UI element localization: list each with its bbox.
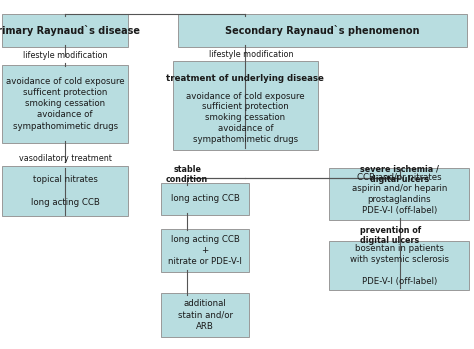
Text: severe ischemia /
digital ulcers: severe ischemia / digital ulcers xyxy=(360,165,439,184)
FancyBboxPatch shape xyxy=(329,168,469,220)
Text: bosentan in patients
with systemic sclerosis

PDE-V-I (off-label): bosentan in patients with systemic scler… xyxy=(350,244,449,287)
Text: treatment of underlying disease: treatment of underlying disease xyxy=(166,74,324,83)
FancyBboxPatch shape xyxy=(161,293,249,337)
Text: Secondary Raynaud`s phenomenon: Secondary Raynaud`s phenomenon xyxy=(225,25,419,36)
Text: lifestyle modification: lifestyle modification xyxy=(209,50,293,59)
Text: vasodilatory treatment: vasodilatory treatment xyxy=(19,154,112,163)
FancyBboxPatch shape xyxy=(161,229,249,272)
Text: long acting CCB: long acting CCB xyxy=(171,194,239,203)
FancyBboxPatch shape xyxy=(2,65,128,143)
Text: avoidance of cold exposure
sufficient protection
smoking cessation
avoidance of
: avoidance of cold exposure sufficient pr… xyxy=(186,91,305,143)
FancyBboxPatch shape xyxy=(161,183,249,215)
FancyBboxPatch shape xyxy=(329,241,469,290)
FancyBboxPatch shape xyxy=(2,166,128,216)
Text: additional
statin and/or
ARB: additional statin and/or ARB xyxy=(177,299,233,331)
Text: lifestyle modification: lifestyle modification xyxy=(23,51,108,60)
Text: CCB and/or nitrates
aspirin and/or heparin
prostaglandins
PDE-V-I (off-label): CCB and/or nitrates aspirin and/or hepar… xyxy=(352,172,447,215)
Text: topical nitrates

long acting CCB: topical nitrates long acting CCB xyxy=(31,176,100,207)
Text: Primary Raynaud`s disease: Primary Raynaud`s disease xyxy=(0,25,140,36)
Text: avoidance of cold exposure
sufficent protection
smoking cessation
avoidance of
s: avoidance of cold exposure sufficent pro… xyxy=(6,77,125,131)
Text: prevention of
digital ulcers: prevention of digital ulcers xyxy=(360,226,421,245)
Text: long acting CCB
+
nitrate or PDE-V-I: long acting CCB + nitrate or PDE-V-I xyxy=(168,235,242,266)
FancyBboxPatch shape xyxy=(173,61,318,150)
FancyBboxPatch shape xyxy=(2,14,128,47)
Text: stable
condition: stable condition xyxy=(166,165,209,184)
FancyBboxPatch shape xyxy=(178,14,467,47)
